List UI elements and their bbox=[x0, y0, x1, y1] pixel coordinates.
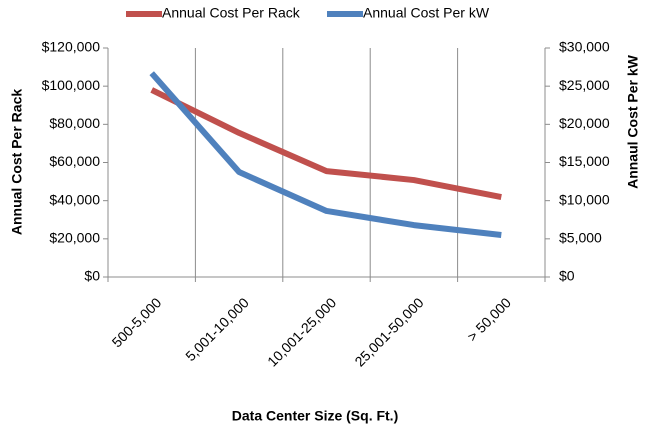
legend-label: Annual Cost Per Rack bbox=[162, 5, 301, 21]
legend-label: Annual Cost Per kW bbox=[363, 5, 490, 21]
y-tick-label: $20,000 bbox=[49, 230, 100, 246]
x-tick-label: 10,001-25,000 bbox=[264, 294, 339, 369]
y-tick-label: $80,000 bbox=[49, 115, 100, 131]
y2-tick-label: $30,000 bbox=[559, 39, 610, 55]
y2-axis-title: Annaul Cost Per kW bbox=[625, 54, 641, 189]
y-tick-label: $60,000 bbox=[49, 153, 100, 169]
y2-tick-label: $25,000 bbox=[559, 77, 610, 93]
y-tick-label: $120,000 bbox=[42, 39, 101, 55]
x-tick-label: > 50,000 bbox=[464, 294, 514, 344]
y2-tick-label: $20,000 bbox=[559, 115, 610, 131]
y-tick-label: $100,000 bbox=[42, 77, 101, 93]
x-tick-label: 500-5,000 bbox=[109, 294, 165, 350]
series-line bbox=[149, 71, 502, 238]
x-tick-label: 25,001-50,000 bbox=[351, 294, 426, 369]
y2-tick-label: $0 bbox=[559, 268, 575, 284]
y-axis-title: Annual Cost Per Rack bbox=[9, 89, 25, 235]
y-tick-label: $40,000 bbox=[49, 191, 100, 207]
y2-tick-label: $10,000 bbox=[559, 191, 610, 207]
y-tick-label: $0 bbox=[84, 268, 100, 284]
x-axis-title: Data Center Size (Sq. Ft.) bbox=[232, 408, 398, 424]
y2-tick-label: $5,000 bbox=[559, 230, 602, 246]
y2-tick-label: $15,000 bbox=[559, 153, 610, 169]
series-line bbox=[150, 87, 502, 200]
x-tick-label: 5,001-10,000 bbox=[182, 294, 252, 364]
